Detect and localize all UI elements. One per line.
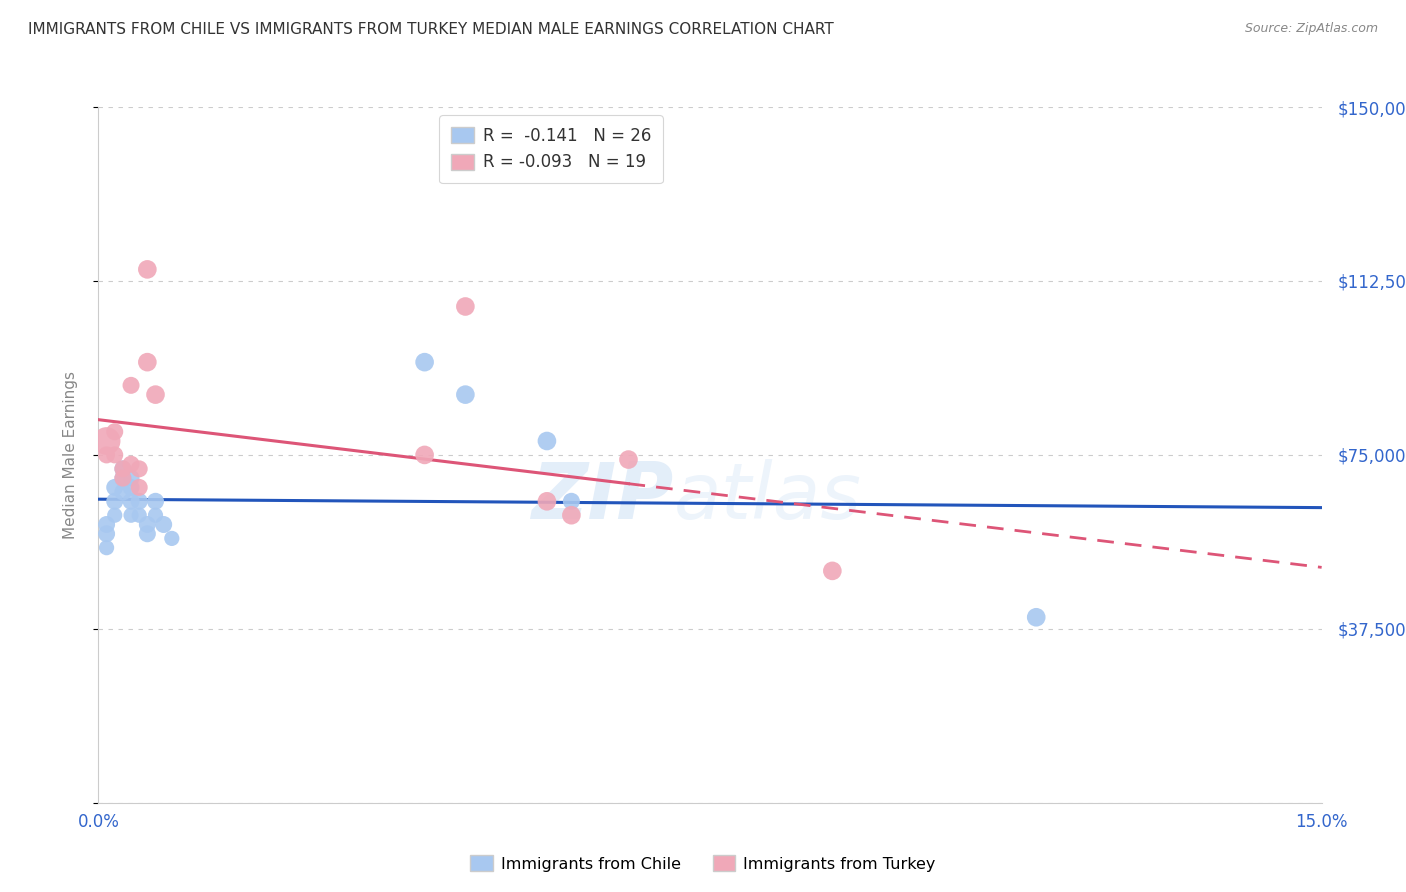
Point [111, 462, 134, 476]
Text: ZIP: ZIP [531, 458, 673, 534]
Point [536, 494, 558, 508]
Point [413, 355, 436, 369]
Point [145, 387, 167, 401]
Point [120, 508, 142, 523]
Legend: Immigrants from Chile, Immigrants from Turkey: Immigrants from Chile, Immigrants from T… [463, 847, 943, 880]
Point [145, 494, 167, 508]
Point [111, 462, 134, 476]
Y-axis label: Median Male Earnings: Median Male Earnings [63, 371, 77, 539]
Point [120, 494, 142, 508]
Point [96, 434, 118, 448]
Point [160, 532, 183, 546]
Point [536, 434, 558, 448]
Point [145, 508, 167, 523]
Point [136, 517, 159, 532]
Point [120, 471, 142, 485]
Point [1025, 610, 1047, 624]
Point [96, 448, 118, 462]
Point [136, 526, 159, 541]
Point [104, 508, 127, 523]
Point [120, 480, 142, 494]
Point [128, 494, 150, 508]
Point [454, 300, 477, 314]
Point [128, 462, 150, 476]
Point [120, 457, 142, 471]
Point [111, 485, 134, 500]
Point [104, 480, 127, 494]
Point [617, 452, 640, 467]
Text: atlas: atlas [673, 458, 862, 534]
Point [111, 471, 134, 485]
Point [560, 494, 582, 508]
Point [96, 541, 118, 555]
Point [96, 517, 118, 532]
Point [104, 494, 127, 508]
Text: IMMIGRANTS FROM CHILE VS IMMIGRANTS FROM TURKEY MEDIAN MALE EARNINGS CORRELATION: IMMIGRANTS FROM CHILE VS IMMIGRANTS FROM… [28, 22, 834, 37]
Point [136, 355, 159, 369]
Point [128, 480, 150, 494]
Point [821, 564, 844, 578]
Point [96, 526, 118, 541]
Point [560, 508, 582, 523]
Text: Source: ZipAtlas.com: Source: ZipAtlas.com [1244, 22, 1378, 36]
Point [111, 471, 134, 485]
Point [120, 378, 142, 392]
Point [454, 387, 477, 401]
Point [136, 262, 159, 277]
Point [104, 425, 127, 439]
Point [128, 508, 150, 523]
Point [413, 448, 436, 462]
Legend: R =  -0.141   N = 26, R = -0.093   N = 19: R = -0.141 N = 26, R = -0.093 N = 19 [439, 115, 662, 183]
Point [104, 448, 127, 462]
Point [152, 517, 174, 532]
